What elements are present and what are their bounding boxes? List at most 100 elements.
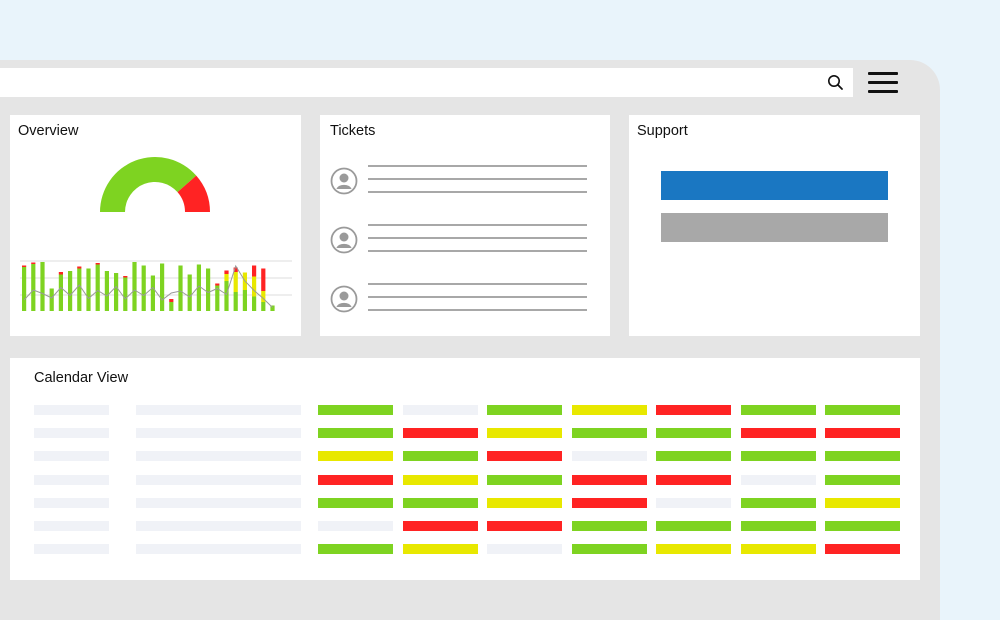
calendar-cell[interactable] [318, 405, 393, 415]
calendar-cell[interactable] [825, 474, 900, 485]
calendar-cell[interactable] [487, 497, 562, 508]
calendar-row-label [34, 428, 109, 439]
bar-segment-green [187, 274, 192, 311]
bar-segment-green [233, 292, 238, 311]
bar-segment-green [114, 273, 119, 311]
calendar-cell[interactable] [402, 451, 478, 462]
calendar-cell[interactable] [402, 474, 478, 485]
calendar-cell[interactable] [656, 544, 731, 555]
calendar-cell[interactable] [318, 544, 393, 555]
tickets-title: Tickets [330, 123, 376, 139]
support-title: Support [637, 123, 688, 139]
calendar-cell[interactable] [740, 474, 816, 485]
bar-segment-red [58, 272, 63, 275]
bar-segment-red [123, 276, 128, 278]
ticket-item[interactable] [320, 279, 610, 319]
calendar-row-sublabel [136, 521, 301, 531]
bar-segment-red [22, 265, 27, 267]
bar-segment-red [77, 266, 82, 269]
calendar-cell[interactable] [825, 521, 900, 531]
ticket-text-line [368, 237, 587, 239]
top-search-bar[interactable] [0, 68, 853, 97]
calendar-cell[interactable] [656, 474, 731, 485]
bar-segment-green [104, 271, 109, 311]
overview-title: Overview [18, 123, 79, 139]
calendar-cell[interactable] [825, 544, 900, 555]
support-bar-primary[interactable] [661, 171, 888, 200]
tickets-card: Tickets [320, 115, 610, 336]
ticket-text-line [368, 191, 587, 193]
calendar-row-label [34, 405, 109, 415]
calendar-cell[interactable] [571, 405, 647, 415]
calendar-cell[interactable] [571, 521, 647, 531]
support-card: Support [629, 115, 920, 336]
calendar-cell[interactable] [318, 474, 393, 485]
search-icon[interactable] [826, 73, 846, 93]
user-avatar-icon [330, 167, 358, 195]
calendar-cell[interactable] [656, 497, 731, 508]
ticket-item[interactable] [320, 220, 610, 260]
bar-segment-green [141, 265, 146, 311]
calendar-cell[interactable] [740, 428, 816, 439]
calendar-cell[interactable] [740, 521, 816, 531]
calendar-cell[interactable] [656, 405, 731, 415]
calendar-row-sublabel [136, 405, 301, 415]
calendar-cell[interactable] [825, 451, 900, 462]
bar-segment-red [233, 267, 238, 272]
bar-segment-green [31, 264, 36, 311]
calendar-cell[interactable] [487, 474, 562, 485]
ticket-item[interactable] [320, 161, 610, 201]
calendar-cell[interactable] [402, 428, 478, 439]
calendar-cell[interactable] [740, 544, 816, 555]
bar-segment-green [160, 263, 165, 311]
bar-segment-red [95, 263, 100, 265]
calendar-cell[interactable] [487, 428, 562, 439]
gauge-segment-critical [177, 175, 210, 212]
bar-segment-green [40, 262, 45, 311]
calendar-cell[interactable] [740, 405, 816, 415]
calendar-row-sublabel [136, 451, 301, 462]
calendar-cell[interactable] [487, 521, 562, 531]
bar-segment-green [77, 268, 82, 311]
calendar-cell[interactable] [487, 405, 562, 415]
bar-segment-green [49, 288, 54, 311]
calendar-cell[interactable] [318, 428, 393, 439]
calendar-cell[interactable] [571, 451, 647, 462]
support-bar-secondary[interactable] [661, 213, 888, 242]
calendar-cell[interactable] [402, 497, 478, 508]
calendar-cell[interactable] [571, 474, 647, 485]
calendar-cell[interactable] [402, 544, 478, 555]
calendar-cell[interactable] [402, 405, 478, 415]
calendar-cell[interactable] [571, 544, 647, 555]
gauge-segment-ok [100, 157, 197, 212]
bar-segment-red [31, 262, 36, 264]
calendar-row-label [34, 497, 109, 508]
calendar-cell[interactable] [402, 521, 478, 531]
calendar-cell[interactable] [571, 428, 647, 439]
calendar-cell[interactable] [740, 497, 816, 508]
calendar-cell[interactable] [656, 451, 731, 462]
calendar-cell[interactable] [825, 497, 900, 508]
calendar-cell[interactable] [487, 544, 562, 555]
bar-segment-green [196, 264, 201, 311]
bar-segment-yellow [261, 291, 266, 302]
trend-line [23, 264, 273, 308]
calendar-cell[interactable] [740, 451, 816, 462]
calendar-cell[interactable] [318, 451, 393, 462]
calendar-cell[interactable] [571, 497, 647, 508]
calendar-cell[interactable] [825, 428, 900, 439]
calendar-cell[interactable] [318, 497, 393, 508]
calendar-cell[interactable] [318, 521, 393, 531]
calendar-cell[interactable] [656, 521, 731, 531]
calendar-cell[interactable] [656, 428, 731, 439]
ticket-text-line [368, 309, 587, 311]
bar-segment-yellow [233, 272, 238, 292]
bar-segment-green [22, 267, 27, 311]
calendar-title: Calendar View [34, 370, 129, 386]
ticket-text-line [368, 178, 587, 180]
bar-segment-yellow [252, 276, 257, 297]
bar-segment-green [123, 277, 128, 311]
hamburger-menu-icon[interactable] [868, 72, 898, 94]
calendar-cell[interactable] [487, 451, 562, 462]
calendar-cell[interactable] [825, 405, 900, 415]
